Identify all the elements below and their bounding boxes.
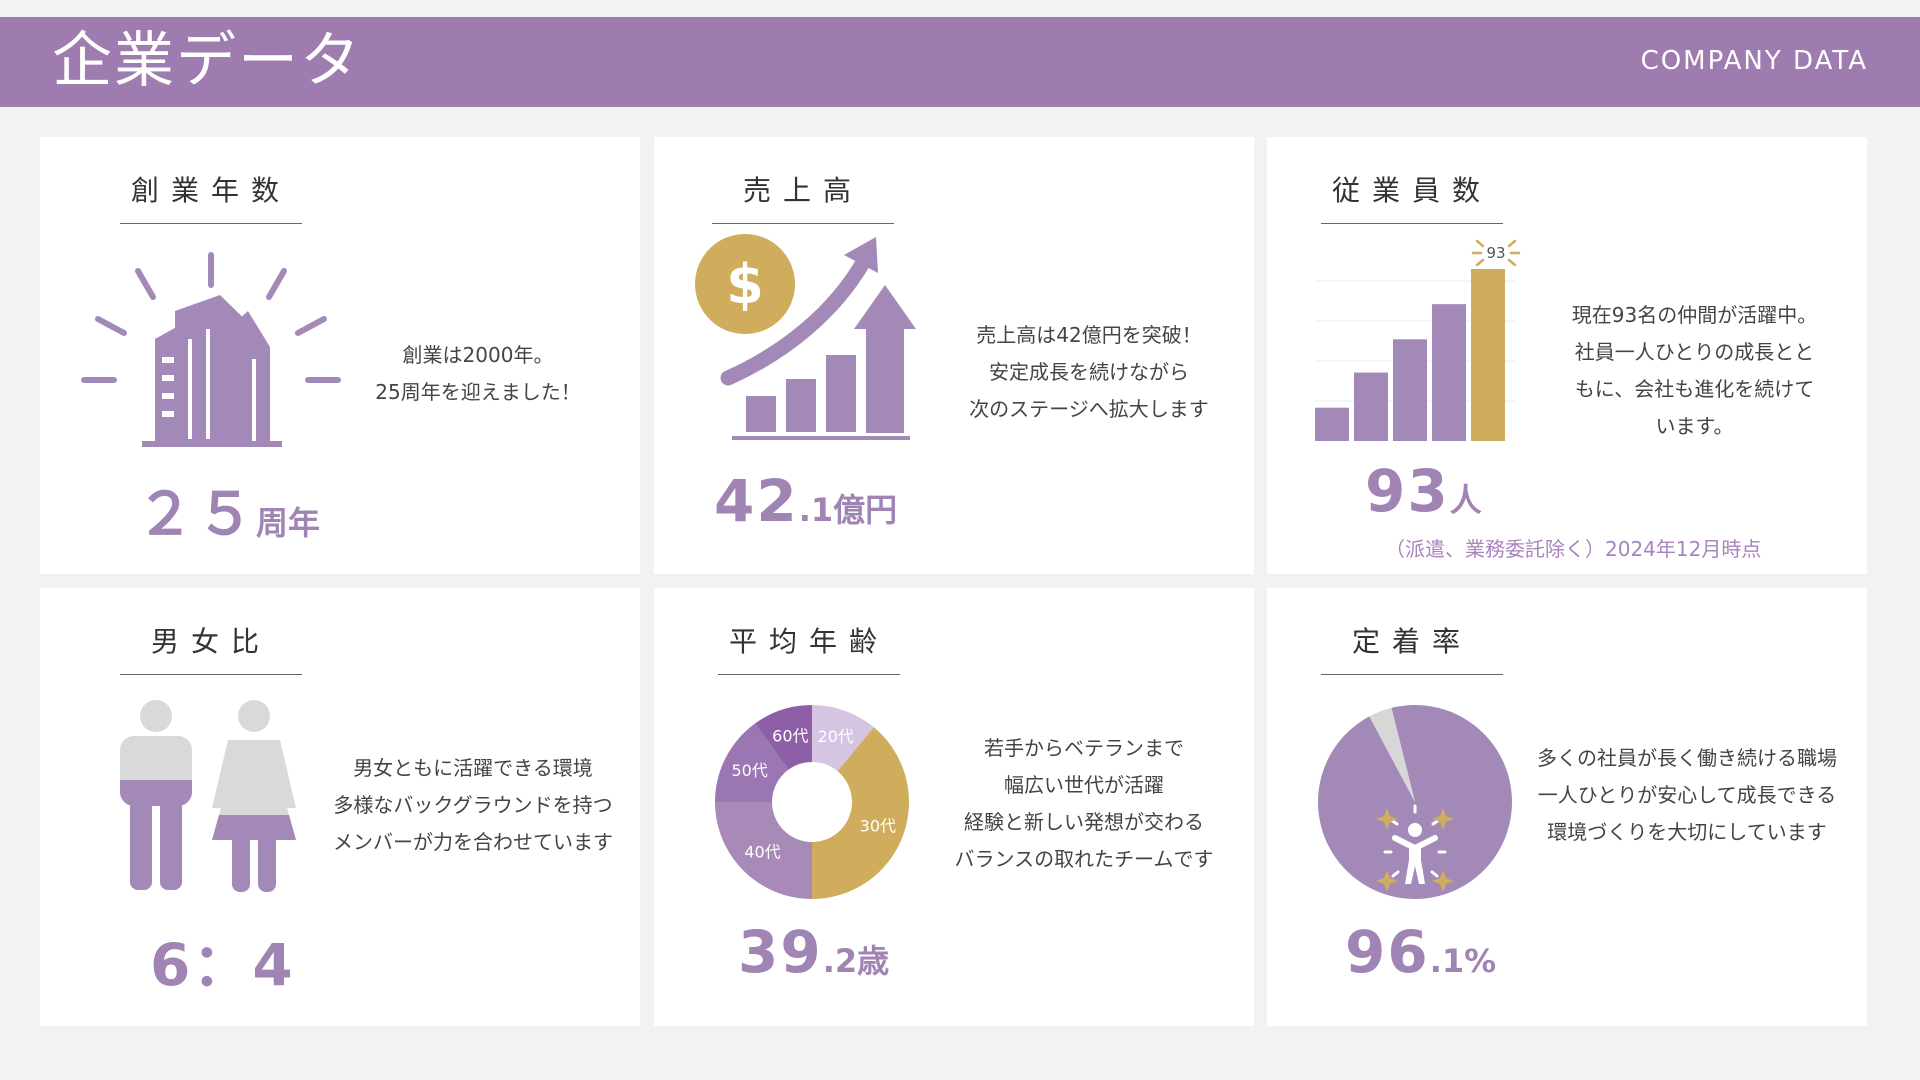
page-title: 企業データ xyxy=(52,26,362,96)
card-title: 売上高 xyxy=(712,169,894,224)
header-bar: 企業データ COMPANY DATA xyxy=(0,17,1920,107)
card-title: 従業員数 xyxy=(1321,169,1503,224)
card-description: 男女ともに活躍できる環境 多様なバックグラウンドを持つ メンバーが力を合わせてい… xyxy=(333,756,613,854)
sales-value: 42.1億円 xyxy=(714,467,898,535)
male-figure-icon xyxy=(120,700,192,890)
female-figure-icon xyxy=(212,700,296,892)
male-female-icon xyxy=(120,700,296,892)
card-title: 平均年齢 xyxy=(718,620,900,675)
dollar-coin-icon xyxy=(695,234,795,334)
card-description: 創業は2000年。 25周年を迎えました！ xyxy=(375,343,581,404)
donut-slice-label: 50代 xyxy=(731,761,767,780)
card-retention: 定着率 多くの社員が長く働き続ける職場 一人ひとりが安心して成長できる 環境づく… xyxy=(1267,588,1867,1026)
donut-slice-label: 30代 xyxy=(860,817,896,836)
employee-bar xyxy=(1432,304,1466,441)
donut-slice xyxy=(812,705,874,772)
card-title: 男女比 xyxy=(120,620,302,675)
donut-slice-label: 60代 xyxy=(772,726,808,745)
card-sales: 売上高 $ 売上高は42億円を突破！ 安定成長を続けながら 次のステージへ拡大し… xyxy=(654,137,1254,574)
card-employees: 従業員数 93 現在93名の仲間が活躍中。 社員一人ひとりの成長とと もに、会社… xyxy=(1267,137,1867,574)
retention-value: 96.1% xyxy=(1345,918,1497,986)
card-description: 若手からベテランまで 幅広い世代が活躍 経験と新しい発想が交わる バランスの取れ… xyxy=(954,736,1214,871)
person-sparkle-icon xyxy=(1376,804,1454,892)
employee-bar xyxy=(1354,372,1388,441)
card-description: 現在93名の仲間が活躍中。 社員一人ひとりの成長とと もに、会社も進化を続けて … xyxy=(1571,303,1818,438)
age-value: 39.2歳 xyxy=(738,918,890,986)
donut-slice-label: 40代 xyxy=(744,842,780,861)
card-description: 多くの社員が長く働き続ける職場 一人ひとりが安心して成長できる 環境づくりを大切… xyxy=(1537,746,1837,844)
gender-ratio-value: 6：4 xyxy=(150,931,295,999)
dollar-growth-chart-icon: $ xyxy=(695,234,916,440)
card-gender-ratio: 男女比 男女ともに活躍できる環境 多様なバックグラ xyxy=(40,588,640,1026)
svg-text:$: $ xyxy=(726,253,764,316)
employees-value: 93人 xyxy=(1365,457,1482,525)
page-subtitle: COMPANY DATA xyxy=(1640,46,1868,76)
employees-note: （派遣、業務委託除く）2024年12月時点 xyxy=(1385,537,1762,561)
bar-value-label: 93 xyxy=(1486,244,1505,262)
card-average-age: 平均年齢 20代 30代 40代 50代 60代 若手からベテランまで 幅広い世代が活躍… xyxy=(654,588,1254,1026)
donut-slice xyxy=(715,723,789,802)
employee-bar xyxy=(1471,269,1505,441)
building-icon xyxy=(81,252,341,447)
founding-years-value: ２５周年 xyxy=(136,480,321,548)
donut-slice-label: 20代 xyxy=(818,727,854,746)
card-title: 創業年数 xyxy=(120,169,302,224)
retention-pie-chart xyxy=(1318,705,1512,899)
donut-slice xyxy=(715,802,812,899)
card-description: 売上高は42億円を突破！ 安定成長を続けながら 次のステージへ拡大します xyxy=(969,323,1209,421)
card-founding-years: 創業年数 創業は2000年。 25周年を迎えました！ ２５周年 xyxy=(40,137,640,574)
pie-slice xyxy=(1369,707,1415,802)
donut-slice xyxy=(812,727,909,899)
employee-bar-chart: 93 xyxy=(1315,239,1521,441)
donut-slice xyxy=(754,705,812,770)
age-donut-chart: 20代 30代 40代 50代 60代 xyxy=(715,705,909,899)
employee-bar xyxy=(1393,339,1427,441)
sparkle-icon xyxy=(1471,239,1521,267)
card-title: 定着率 xyxy=(1321,620,1503,675)
employee-bar xyxy=(1315,407,1349,441)
